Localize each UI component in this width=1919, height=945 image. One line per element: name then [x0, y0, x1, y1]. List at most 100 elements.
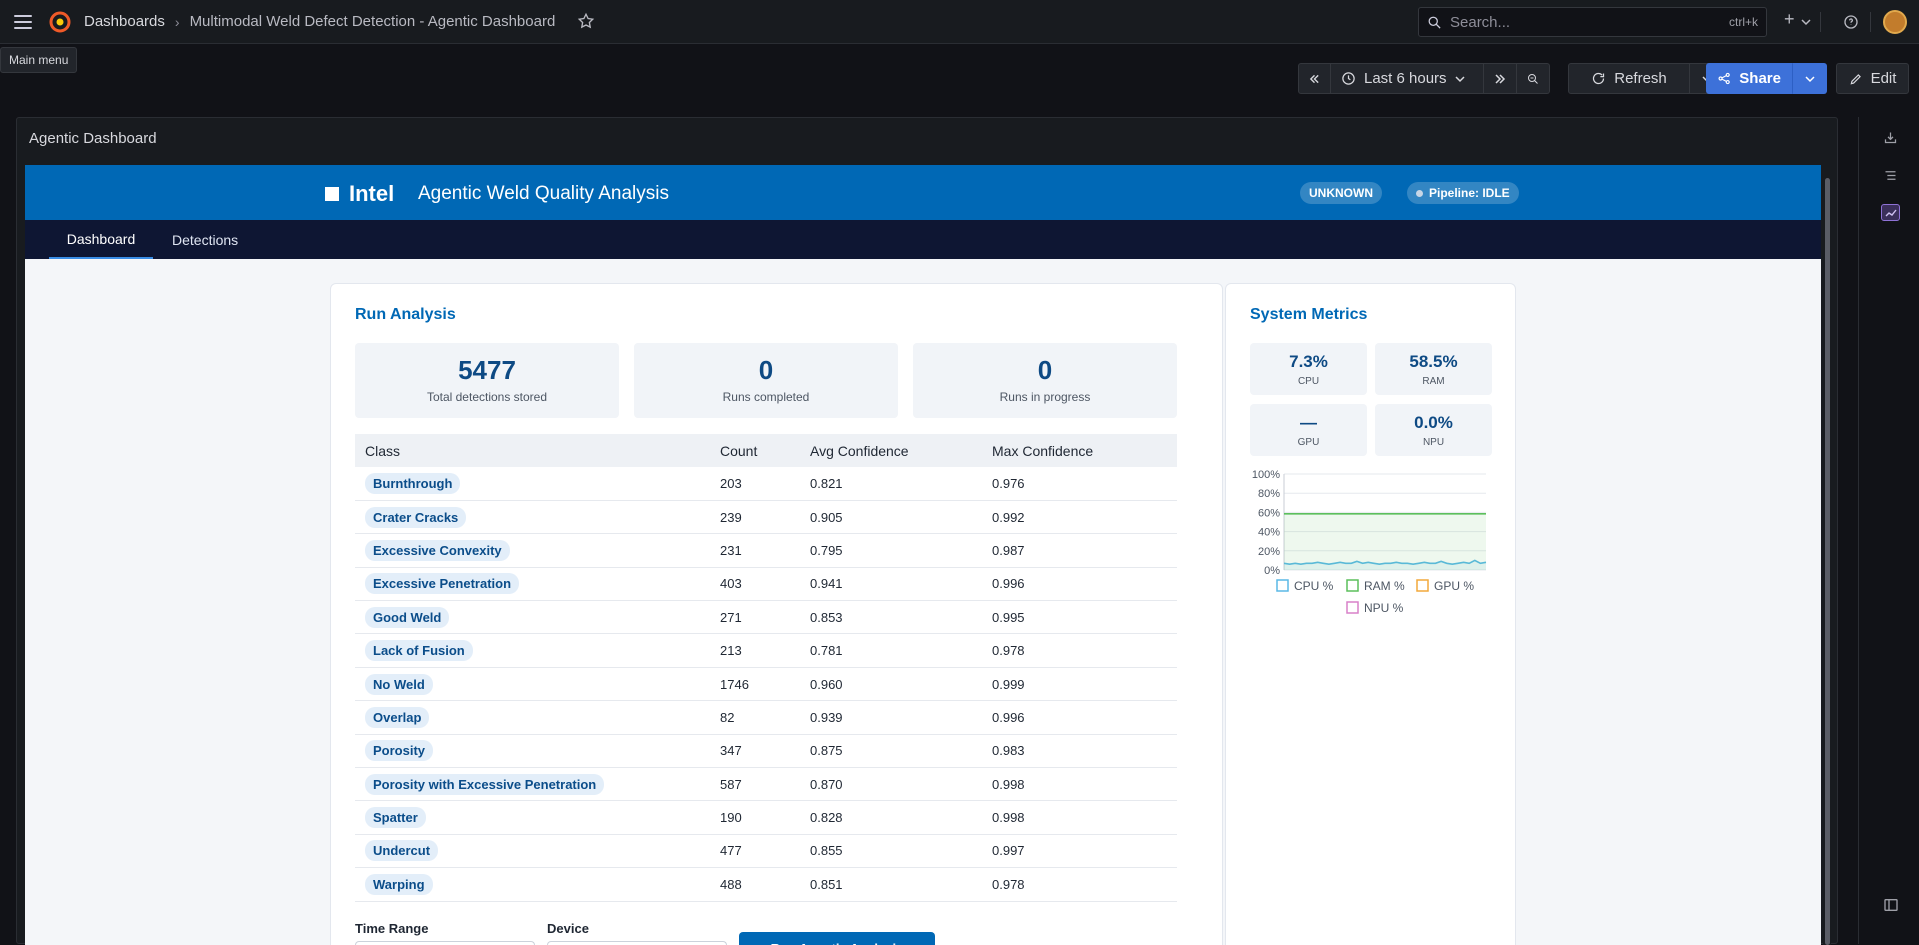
user-avatar[interactable]: [1883, 10, 1907, 34]
system-metrics-card: System Metrics 7.3% CPU 58.5% RAM — GPU …: [1225, 283, 1516, 945]
clock-icon: [1342, 72, 1355, 85]
system-metrics-chart: 100% 80% 60% 40% 20% 0% CPU % RAM % GPU % NPU %: [1252, 469, 1487, 615]
zoom-out-button[interactable]: [1517, 63, 1550, 94]
class-pill: No Weld: [365, 673, 433, 695]
share-dropdown[interactable]: [1792, 63, 1827, 94]
legend-swatch: [1346, 601, 1359, 614]
table-row: Warping 488 0.851 0.978: [355, 867, 1177, 902]
table-row: No Weld 1746 0.960 0.999: [355, 667, 1177, 702]
star-icon[interactable]: [577, 12, 595, 30]
time-forward-button[interactable]: [1484, 63, 1517, 94]
stat-value: 0: [1037, 355, 1053, 385]
time-range-select[interactable]: [355, 941, 535, 945]
class-cell: Undercut: [355, 834, 720, 869]
status-dot-icon: [1416, 189, 1423, 197]
search-bar[interactable]: ctrl+k: [1418, 7, 1767, 37]
tab-dashboard[interactable]: Dashboard: [49, 220, 153, 259]
breadcrumb-dashboards[interactable]: Dashboards: [84, 13, 165, 30]
y-tick-label: 60%: [1258, 507, 1280, 519]
avg-confidence-cell: 0.781: [810, 633, 992, 668]
embedded-app: Intel Agentic Weld Quality Analysis UNKN…: [25, 165, 1821, 945]
avg-confidence-cell: 0.853: [810, 600, 992, 635]
time-controls: Last 6 hours: [1298, 63, 1550, 94]
app-title: Agentic Weld Quality Analysis: [418, 183, 669, 204]
top-bar: Dashboards › Multimodal Weld Defect Dete…: [0, 0, 1919, 44]
chevron-down-icon[interactable]: [1801, 18, 1811, 26]
avg-confidence-cell: 0.960: [810, 667, 992, 702]
metric-tile-cpu: 7.3% CPU: [1250, 343, 1367, 395]
app-header: Intel Agentic Weld Quality Analysis UNKN…: [25, 165, 1821, 220]
refresh-button[interactable]: Refresh: [1568, 63, 1690, 94]
metric-value: 58.5%: [1409, 352, 1458, 371]
max-confidence-cell: 0.978: [992, 633, 1177, 668]
count-cell: 477: [720, 834, 810, 869]
metric-tile-npu: 0.0% NPU: [1375, 404, 1492, 456]
stat-label: Total detections stored: [426, 390, 548, 404]
chevron-down-icon: [1455, 75, 1465, 82]
max-confidence-cell: 0.996: [992, 700, 1177, 735]
avg-confidence-cell: 0.821: [810, 467, 992, 501]
import-icon[interactable]: [1883, 130, 1898, 145]
main-menu-button[interactable]: [10, 9, 36, 35]
avg-confidence-cell: 0.939: [810, 700, 992, 735]
count-cell: 190: [720, 800, 810, 835]
column-header-avg-confidence[interactable]: Avg Confidence: [810, 434, 992, 467]
zoom-out-icon: [1528, 73, 1538, 84]
column-header-count[interactable]: Count: [720, 434, 810, 467]
device-select[interactable]: [547, 941, 727, 945]
class-summary-table: Class Count Avg Confidence Max Confidenc…: [355, 434, 1177, 902]
time-range-label: Last 6 hours: [1364, 70, 1447, 87]
table-row: Spatter 190 0.828 0.998: [355, 800, 1177, 835]
column-header-max-confidence[interactable]: Max Confidence: [992, 434, 1177, 467]
class-pill: Excessive Penetration: [365, 573, 520, 595]
table-row: Crater Cracks 239 0.905 0.992: [355, 500, 1177, 535]
status-badge: UNKNOWN: [1300, 182, 1382, 204]
run-agentic-analysis-button[interactable]: Run Agentic Analysis: [739, 932, 935, 945]
count-cell: 271: [720, 600, 810, 635]
avg-confidence-cell: 0.941: [810, 567, 992, 602]
legend-swatch: [1346, 579, 1359, 592]
run-analysis-title: Run Analysis: [355, 306, 456, 323]
panel-scrollbar-thumb[interactable]: [1825, 178, 1830, 945]
avg-confidence-cell: 0.875: [810, 734, 992, 769]
search-input[interactable]: [1450, 13, 1729, 31]
refresh-label: Refresh: [1614, 70, 1667, 87]
tab-detections[interactable]: Detections: [172, 231, 239, 248]
count-cell: 488: [720, 867, 810, 902]
class-pill: Undercut: [365, 840, 439, 862]
help-icon[interactable]: [1843, 14, 1859, 30]
brand-name: Intel: [349, 181, 395, 206]
count-cell: 1746: [720, 667, 810, 702]
edit-button[interactable]: Edit: [1836, 63, 1909, 94]
outline-list-icon[interactable]: [1883, 168, 1898, 183]
grafana-logo-icon[interactable]: [49, 11, 71, 33]
search-icon: [1428, 16, 1441, 29]
panel-edit-icon[interactable]: [1881, 204, 1900, 221]
column-header-class[interactable]: Class: [355, 434, 720, 467]
class-cell: Burnthrough: [355, 467, 720, 501]
sidebar-toggle-icon[interactable]: [1883, 897, 1899, 913]
legend-swatch: [1276, 579, 1289, 592]
count-cell: 203: [720, 467, 810, 501]
share-button[interactable]: Share: [1706, 63, 1792, 94]
time-back-button[interactable]: [1298, 63, 1331, 94]
table-row: Undercut 477 0.855 0.997: [355, 834, 1177, 869]
status-badge-label: UNKNOWN: [1309, 186, 1373, 200]
class-cell: Excessive Penetration: [355, 567, 720, 602]
avg-confidence-cell: 0.870: [810, 767, 992, 802]
search-shortcut: ctrl+k: [1728, 15, 1758, 29]
table-row: Porosity with Excessive Penetration 587 0.…: [355, 767, 1177, 802]
class-pill: Warping: [365, 873, 433, 895]
time-picker-button[interactable]: Last 6 hours: [1331, 63, 1484, 94]
count-cell: 82: [720, 700, 810, 735]
metric-tile-gpu: — GPU: [1250, 404, 1367, 456]
class-pill: Lack of Fusion: [365, 640, 473, 662]
max-confidence-cell: 0.992: [992, 500, 1177, 535]
legend-label: GPU %: [1434, 579, 1474, 593]
new-plus-icon[interactable]: +: [1784, 9, 1795, 29]
share-controls: Share: [1706, 63, 1827, 94]
max-confidence-cell: 0.998: [992, 767, 1177, 802]
count-cell: 347: [720, 734, 810, 769]
avg-confidence-cell: 0.855: [810, 834, 992, 869]
class-pill: Porosity with Excessive Penetration: [365, 773, 605, 795]
